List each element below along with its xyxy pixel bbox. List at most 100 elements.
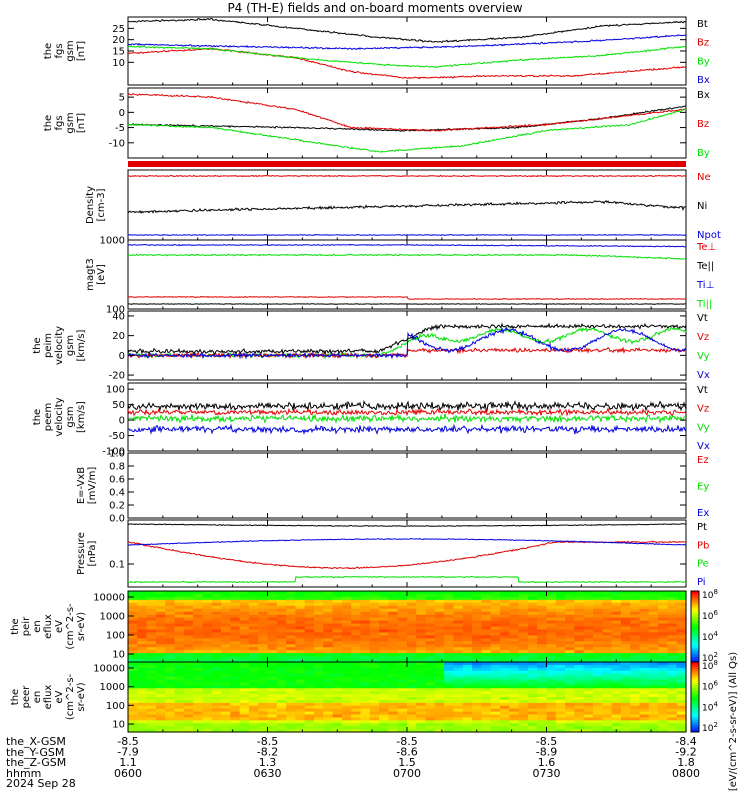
heat-cell [527, 626, 538, 631]
heat-cell [388, 632, 399, 636]
heat-cell [620, 664, 631, 669]
heat-cell [537, 708, 548, 713]
heat-cell [351, 694, 362, 698]
heat-cell [388, 656, 399, 660]
heat-cell [620, 682, 631, 686]
heat-cell [555, 726, 566, 730]
heat-cell [490, 614, 501, 619]
heat-cell [546, 670, 557, 675]
heat-cell [202, 673, 213, 678]
heat-cell [518, 650, 529, 654]
heat-cell [639, 679, 650, 684]
heat-cell [341, 605, 352, 610]
heat-cell [658, 708, 668, 713]
heat-cell [434, 632, 445, 636]
heat-cell [221, 667, 231, 672]
heat-cell [546, 720, 557, 724]
heat-cell [221, 679, 231, 684]
heat-cell [239, 623, 250, 628]
heat-cell [555, 611, 566, 616]
heat-cell [379, 685, 389, 689]
heat-cell [462, 670, 473, 675]
legend-entry: Vz [697, 332, 709, 343]
heat-cell [667, 644, 678, 648]
heat-cell [527, 614, 538, 619]
heat-cell [165, 688, 176, 692]
heat-cell [351, 729, 362, 733]
heat-cell [500, 673, 510, 678]
heat-cell [128, 729, 138, 733]
heat-cell [453, 644, 464, 648]
heat-cell [221, 691, 231, 695]
x-tick-label: -8.5 [536, 735, 557, 748]
heat-cell [639, 694, 650, 698]
heat-cell [639, 664, 650, 669]
heat-cell [500, 641, 510, 645]
heat-cell [416, 694, 427, 698]
heat-cell [360, 697, 371, 701]
heat-cell [341, 659, 352, 663]
heat-cell [388, 667, 399, 672]
heat-cell [174, 596, 185, 601]
heat-cell [490, 611, 501, 616]
heat-cell [369, 662, 380, 666]
heat-cell [648, 638, 659, 642]
heat-cell [137, 667, 148, 672]
heat-cell [490, 650, 501, 654]
heat-cell [165, 702, 176, 707]
heat-cell [676, 659, 687, 663]
heat-cell [379, 617, 389, 622]
heat-cell [444, 688, 455, 692]
heat-cell [416, 670, 427, 675]
heat-cell [425, 714, 436, 719]
heat-cell [388, 647, 399, 651]
heat-cell [555, 694, 566, 698]
heat-cell [620, 688, 631, 692]
heat-cell [174, 644, 185, 648]
heat-cell [611, 691, 622, 695]
colorbar-cell [691, 678, 699, 682]
heat-cell [174, 656, 185, 660]
heat-cell [565, 632, 575, 636]
heat-cell [248, 591, 259, 595]
heat-cell [593, 673, 603, 678]
heat-cell [676, 644, 687, 648]
heat-cell [444, 691, 455, 695]
heat-cell [248, 673, 259, 678]
heat-cell [537, 673, 548, 678]
heat-cell [648, 723, 659, 727]
heat-cell [434, 685, 445, 689]
heat-cell [453, 673, 464, 678]
heat-cell [481, 638, 492, 642]
heat-cell [388, 599, 399, 604]
heat-cell [211, 641, 222, 645]
heat-cell [202, 617, 213, 622]
heat-cell [165, 614, 176, 619]
heat-cell [509, 632, 520, 636]
heat-cell [258, 688, 269, 692]
heat-cell [351, 620, 362, 625]
heat-cell [481, 702, 492, 707]
heat-cell [267, 667, 278, 672]
legend-entry: By [697, 148, 710, 159]
heat-cell [258, 638, 269, 642]
colorbar-tick-label: 106 [702, 680, 718, 693]
heat-cell [509, 670, 520, 675]
heat-cell [648, 617, 659, 622]
heat-cell [155, 711, 166, 716]
heat-cell [351, 702, 362, 707]
heat-cell [286, 614, 296, 619]
heat-cell [341, 632, 352, 636]
heat-cell [267, 599, 278, 604]
heat-cell [565, 714, 575, 719]
heat-cell [555, 699, 566, 704]
heat-cell [565, 626, 575, 631]
heat-cell [211, 653, 222, 657]
heat-cell [221, 726, 231, 730]
heat-cell [230, 694, 241, 698]
heat-cell [304, 591, 315, 595]
heat-cell [658, 699, 668, 704]
heat-cell [193, 717, 203, 721]
heat-cell [351, 691, 362, 695]
heat-cell [202, 694, 213, 698]
